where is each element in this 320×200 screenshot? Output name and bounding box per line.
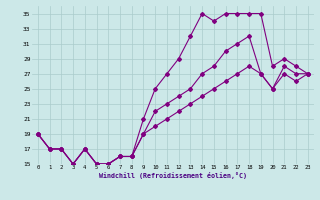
X-axis label: Windchill (Refroidissement éolien,°C): Windchill (Refroidissement éolien,°C) xyxy=(99,172,247,179)
